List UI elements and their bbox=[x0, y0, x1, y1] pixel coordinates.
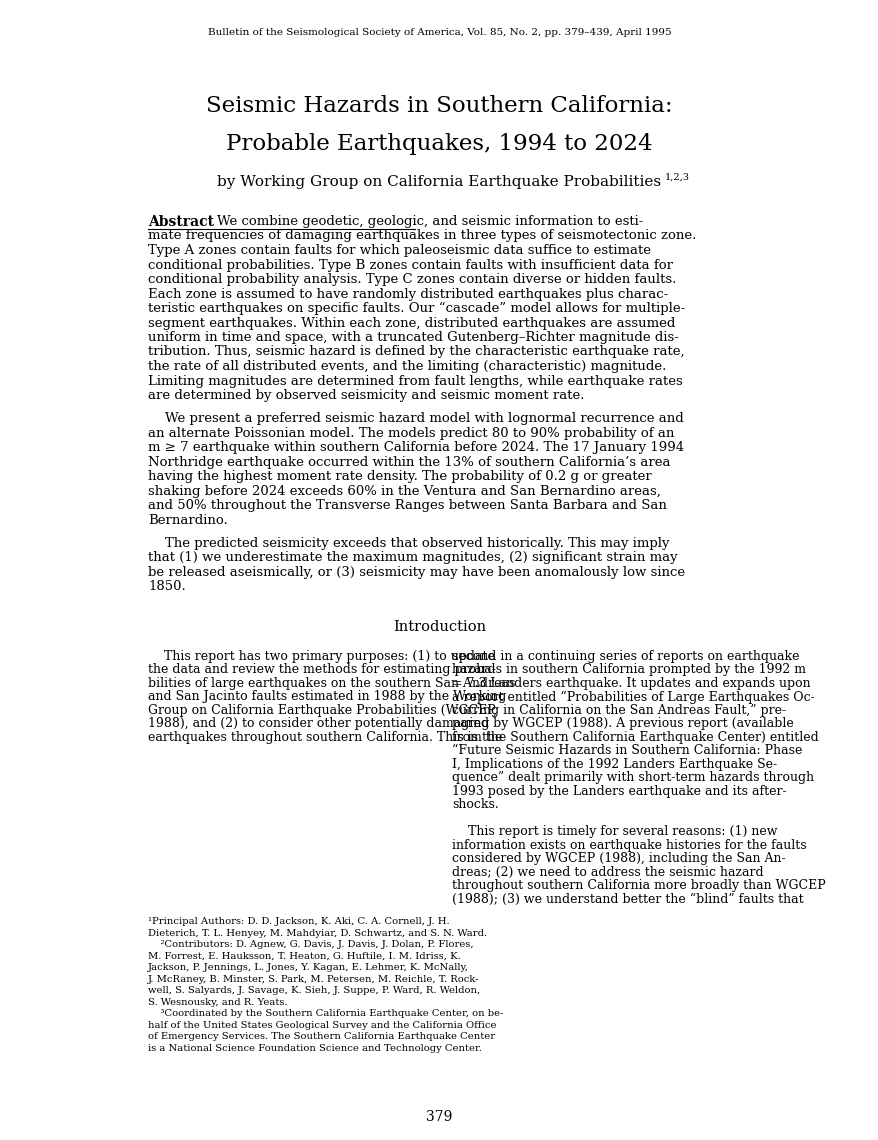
Text: Dieterich, T. L. Henyey, M. Mahdyiar, D. Schwartz, and S. N. Ward.: Dieterich, T. L. Henyey, M. Mahdyiar, D.… bbox=[148, 929, 486, 938]
Text: Introduction: Introduction bbox=[392, 620, 486, 634]
Text: The predicted seismicity exceeds that observed historically. This may imply: The predicted seismicity exceeds that ob… bbox=[148, 537, 669, 549]
Text: are determined by observed seismicity and seismic moment rate.: are determined by observed seismicity an… bbox=[148, 389, 584, 402]
Text: “Future Seismic Hazards in Southern California: Phase: “Future Seismic Hazards in Southern Cali… bbox=[451, 744, 802, 757]
Text: bilities of large earthquakes on the southern San Andreas: bilities of large earthquakes on the sou… bbox=[148, 677, 515, 690]
Text: Group on California Earthquake Probabilities (WGCEP,: Group on California Earthquake Probabili… bbox=[148, 703, 497, 717]
Text: conditional probabilities. Type B zones contain faults with insufficient data fo: conditional probabilities. Type B zones … bbox=[148, 259, 673, 271]
Text: quence” dealt primarily with short-term hazards through: quence” dealt primarily with short-term … bbox=[451, 772, 813, 784]
Text: and San Jacinto faults estimated in 1988 by the Working: and San Jacinto faults estimated in 1988… bbox=[148, 691, 506, 703]
Text: m ≥ 7 earthquake within southern California before 2024. The 17 January 1994: m ≥ 7 earthquake within southern Califor… bbox=[148, 441, 683, 454]
Text: = 7.3 Landers earthquake. It updates and expands upon: = 7.3 Landers earthquake. It updates and… bbox=[451, 677, 810, 690]
Text: 1993 posed by the Landers earthquake and its after-: 1993 posed by the Landers earthquake and… bbox=[451, 785, 786, 798]
Text: Northridge earthquake occurred within the 13% of southern California’s area: Northridge earthquake occurred within th… bbox=[148, 456, 670, 469]
Text: by Working Group on California Earthquake Probabilities: by Working Group on California Earthquak… bbox=[217, 176, 661, 189]
Text: This report has two primary purposes: (1) to update: This report has two primary purposes: (1… bbox=[148, 650, 494, 662]
Text: throughout southern California more broadly than WGCEP: throughout southern California more broa… bbox=[451, 879, 824, 893]
Text: 1850.: 1850. bbox=[148, 580, 185, 594]
Text: mate frequencies of damaging earthquakes in three types of seismotectonic zone.: mate frequencies of damaging earthquakes… bbox=[148, 229, 695, 243]
Text: be released aseismically, or (3) seismicity may have been anomalously low since: be released aseismically, or (3) seismic… bbox=[148, 565, 684, 579]
Text: J. McRaney, B. Minster, S. Park, M. Petersen, M. Reichle, T. Rock-: J. McRaney, B. Minster, S. Park, M. Pete… bbox=[148, 975, 479, 984]
Text: pared by WGCEP (1988). A previous report (available: pared by WGCEP (1988). A previous report… bbox=[451, 717, 793, 731]
Text: is a National Science Foundation Science and Technology Center.: is a National Science Foundation Science… bbox=[148, 1044, 481, 1053]
Text: Type A zones contain faults for which paleoseismic data suffice to estimate: Type A zones contain faults for which pa… bbox=[148, 244, 651, 256]
Text: Each zone is assumed to have randomly distributed earthquakes plus charac-: Each zone is assumed to have randomly di… bbox=[148, 287, 667, 301]
Text: half of the United States Geological Survey and the California Office: half of the United States Geological Sur… bbox=[148, 1021, 496, 1029]
Text: and 50% throughout the Transverse Ranges between Santa Barbara and San: and 50% throughout the Transverse Ranges… bbox=[148, 499, 666, 512]
Text: ²Contributors: D. Agnew, G. Davis, J. Davis, J. Dolan, P. Flores,: ²Contributors: D. Agnew, G. Davis, J. Da… bbox=[148, 940, 473, 950]
Text: uniform in time and space, with a truncated Gutenberg–Richter magnitude dis-: uniform in time and space, with a trunca… bbox=[148, 331, 678, 344]
Text: second in a continuing series of reports on earthquake: second in a continuing series of reports… bbox=[451, 650, 799, 662]
Text: teristic earthquakes on specific faults. Our “cascade” model allows for multiple: teristic earthquakes on specific faults.… bbox=[148, 302, 685, 316]
Text: S. Wesnousky, and R. Yeats.: S. Wesnousky, and R. Yeats. bbox=[148, 998, 287, 1007]
Text: of Emergency Services. The Southern California Earthquake Center: of Emergency Services. The Southern Cali… bbox=[148, 1033, 494, 1042]
Text: ¹Principal Authors: D. D. Jackson, K. Aki, C. A. Cornell, J. H.: ¹Principal Authors: D. D. Jackson, K. Ak… bbox=[148, 918, 450, 927]
Text: a report entitled “Probabilities of Large Earthquakes Oc-: a report entitled “Probabilities of Larg… bbox=[451, 691, 814, 703]
Text: Bulletin of the Seismological Society of America, Vol. 85, No. 2, pp. 379–439, A: Bulletin of the Seismological Society of… bbox=[207, 28, 671, 36]
Text: 379: 379 bbox=[426, 1110, 452, 1124]
Text: We combine geodetic, geologic, and seismic information to esti-: We combine geodetic, geologic, and seism… bbox=[217, 215, 643, 228]
Text: shocks.: shocks. bbox=[451, 798, 498, 812]
Text: considered by WGCEP (1988), including the San An-: considered by WGCEP (1988), including th… bbox=[451, 853, 785, 865]
Text: an alternate Poissonian model. The models predict 80 to 90% probability of an: an alternate Poissonian model. The model… bbox=[148, 426, 673, 440]
Text: Probable Earthquakes, 1994 to 2024: Probable Earthquakes, 1994 to 2024 bbox=[226, 133, 652, 155]
Text: having the highest moment rate density. The probability of 0.2 g or greater: having the highest moment rate density. … bbox=[148, 470, 651, 483]
Text: Seismic Hazards in Southern California:: Seismic Hazards in Southern California: bbox=[206, 95, 672, 117]
Text: Limiting magnitudes are determined from fault lengths, while earthquake rates: Limiting magnitudes are determined from … bbox=[148, 375, 682, 388]
Text: Jackson, P. Jennings, L. Jones, Y. Kagan, E. Lehmer, K. McNally,: Jackson, P. Jennings, L. Jones, Y. Kagan… bbox=[148, 963, 469, 972]
Text: ³Coordinated by the Southern California Earthquake Center, on be-: ³Coordinated by the Southern California … bbox=[148, 1009, 503, 1018]
Text: the data and review the methods for estimating proba-: the data and review the methods for esti… bbox=[148, 663, 495, 676]
Text: We present a preferred seismic hazard model with lognormal recurrence and: We present a preferred seismic hazard mo… bbox=[148, 413, 683, 425]
Text: 1988), and (2) to consider other potentially damaging: 1988), and (2) to consider other potenti… bbox=[148, 717, 489, 731]
Text: dreas; (2) we need to address the seismic hazard: dreas; (2) we need to address the seismi… bbox=[451, 866, 763, 879]
Text: hazards in southern California prompted by the 1992 m: hazards in southern California prompted … bbox=[451, 663, 805, 676]
Text: information exists on earthquake histories for the faults: information exists on earthquake histori… bbox=[451, 839, 806, 852]
Text: Bernardino.: Bernardino. bbox=[148, 514, 227, 527]
Text: This report is timely for several reasons: (1) new: This report is timely for several reason… bbox=[451, 825, 777, 838]
Text: I, Implications of the 1992 Landers Earthquake Se-: I, Implications of the 1992 Landers Eart… bbox=[451, 758, 776, 771]
Text: that (1) we underestimate the maximum magnitudes, (2) significant strain may: that (1) we underestimate the maximum ma… bbox=[148, 552, 677, 564]
Text: (1988); (3) we understand better the “blind” faults that: (1988); (3) we understand better the “bl… bbox=[451, 893, 802, 906]
Text: 1,2,3: 1,2,3 bbox=[665, 173, 689, 182]
Text: conditional probability analysis. Type C zones contain diverse or hidden faults.: conditional probability analysis. Type C… bbox=[148, 272, 675, 286]
Text: Abstract: Abstract bbox=[148, 215, 213, 229]
Text: from the Southern California Earthquake Center) entitled: from the Southern California Earthquake … bbox=[451, 731, 817, 744]
Text: tribution. Thus, seismic hazard is defined by the characteristic earthquake rate: tribution. Thus, seismic hazard is defin… bbox=[148, 345, 684, 358]
Text: the rate of all distributed events, and the limiting (characteristic) magnitude.: the rate of all distributed events, and … bbox=[148, 360, 666, 373]
Text: segment earthquakes. Within each zone, distributed earthquakes are assumed: segment earthquakes. Within each zone, d… bbox=[148, 317, 674, 329]
Text: earthquakes throughout southern California. This is the: earthquakes throughout southern Californ… bbox=[148, 731, 502, 744]
Text: M. Forrest, E. Hauksson, T. Heaton, G. Huftile, I. M. Idriss, K.: M. Forrest, E. Hauksson, T. Heaton, G. H… bbox=[148, 952, 460, 961]
Text: shaking before 2024 exceeds 60% in the Ventura and San Bernardino areas,: shaking before 2024 exceeds 60% in the V… bbox=[148, 484, 660, 498]
Text: curring in California on the San Andreas Fault,” pre-: curring in California on the San Andreas… bbox=[451, 703, 785, 717]
Text: well, S. Salyards, J. Savage, K. Sieh, J. Suppe, P. Ward, R. Weldon,: well, S. Salyards, J. Savage, K. Sieh, J… bbox=[148, 986, 479, 995]
